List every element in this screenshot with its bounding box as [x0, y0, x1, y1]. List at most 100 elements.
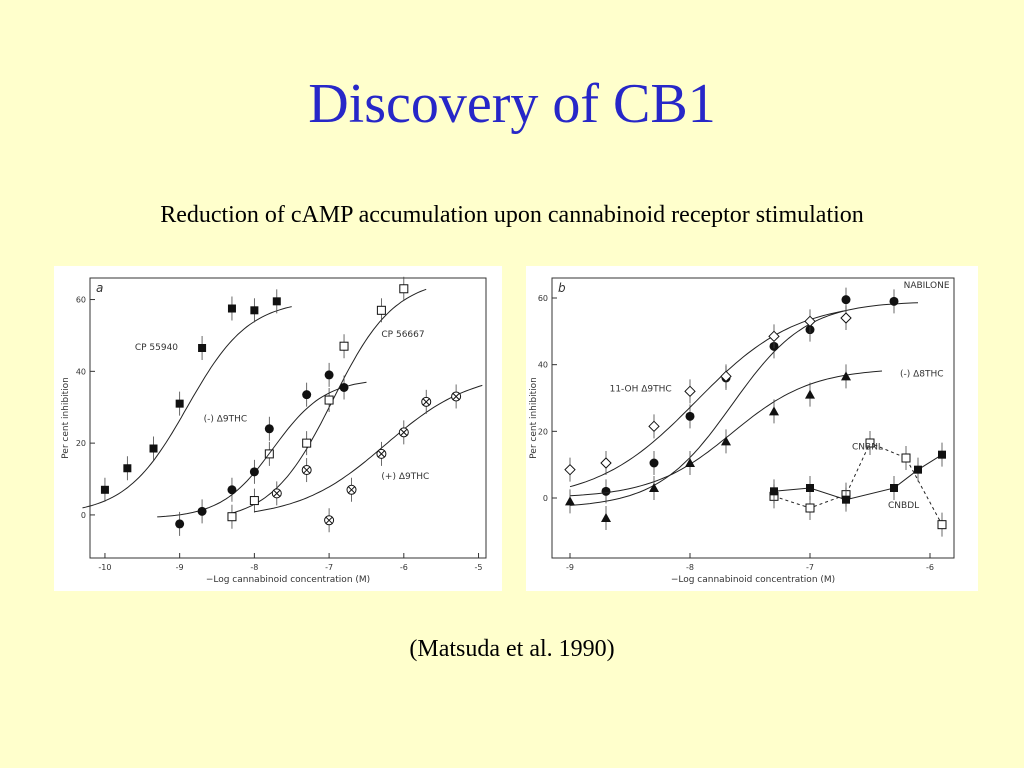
- data-point: [804, 315, 816, 328]
- data-point: [227, 304, 236, 313]
- x-axis-label: −Log cannabinoid concentration (M): [206, 575, 370, 585]
- data-point: [346, 484, 357, 495]
- data-point: [302, 390, 312, 400]
- data-point: [805, 503, 815, 513]
- data-point: [227, 512, 237, 522]
- x-tick-label: -5: [475, 563, 483, 572]
- data-point: [685, 458, 695, 467]
- x-tick-label: -7: [806, 563, 814, 572]
- data-point: [842, 495, 850, 504]
- fit-curve: [569, 302, 919, 506]
- plot-frame: [89, 277, 487, 559]
- data-point: [123, 464, 132, 473]
- series-11-oh-delta9thc: [564, 306, 852, 488]
- data-point: [100, 485, 109, 494]
- data-point: [721, 436, 731, 446]
- curve-label: CP 56667: [381, 330, 424, 340]
- data-point: [398, 427, 409, 438]
- series-nabilone: [569, 287, 919, 506]
- data-point: [806, 484, 814, 492]
- slide-subtitle: Reduction of cAMP accumulation upon cann…: [160, 202, 864, 228]
- x-tick-label: -6: [926, 563, 934, 572]
- data-point: [889, 296, 899, 306]
- figure-panel-a: a -10 -9 -8 -7 -6 -5 0 20 40 60 −Log cannabinoid co…: [54, 266, 502, 591]
- data-point: [937, 520, 947, 530]
- data-point: [865, 438, 875, 448]
- data-point: [302, 438, 312, 448]
- data-point: [175, 399, 184, 408]
- data-point: [685, 411, 695, 421]
- connecting-line: [773, 442, 943, 525]
- data-point: [324, 395, 334, 405]
- data-point: [339, 341, 349, 351]
- dose-response-chart-a: a -10 -9 -8 -7 -6 -5 0 20 40 60 −Log cannabinoid co…: [61, 276, 487, 585]
- data-point: [649, 458, 659, 468]
- dose-response-chart-b: b -9 -8 -7 -6 0 20 40 60 −Log cannabinoid concent…: [529, 277, 955, 585]
- x-axis-label: −Log cannabinoid concentration (M): [671, 575, 835, 585]
- panel-label: b: [558, 281, 566, 295]
- data-point: [841, 371, 851, 381]
- data-point: [376, 305, 386, 315]
- x-tick-label: -9: [176, 563, 184, 572]
- data-point: [901, 453, 911, 463]
- series-cp-56667: [227, 276, 427, 529]
- data-point: [840, 312, 852, 324]
- series-delta9thc: [157, 362, 367, 536]
- data-point: [684, 385, 696, 398]
- curve-label: CP 55940: [135, 343, 178, 353]
- curve-label: CNBNL: [852, 443, 883, 453]
- data-point: [421, 396, 432, 407]
- data-point: [324, 370, 334, 380]
- data-point: [601, 486, 611, 496]
- data-point: [890, 484, 898, 492]
- plot-frame: [551, 277, 955, 559]
- y-tick-label: 0: [81, 511, 86, 520]
- data-point: [271, 488, 282, 499]
- data-point: [770, 487, 778, 496]
- citation: (Matsuda et al. 1990): [409, 636, 615, 662]
- data-point: [805, 389, 815, 399]
- fit-curve: [254, 384, 483, 513]
- data-point: [914, 465, 922, 474]
- curve-label: (+) Δ9THC: [381, 472, 429, 482]
- y-tick-label: 40: [76, 367, 86, 376]
- series-cnbdl: [770, 442, 946, 512]
- data-point: [264, 424, 274, 434]
- data-point: [249, 467, 259, 477]
- y-tick-label: 60: [538, 294, 548, 303]
- x-tick-label: -8: [250, 563, 258, 572]
- fit-curve: [569, 310, 847, 488]
- panel-label: a: [96, 281, 103, 295]
- series-delta9thc: [254, 384, 483, 533]
- data-point: [451, 391, 462, 402]
- data-point: [175, 519, 185, 529]
- x-tick-label: -7: [325, 563, 333, 572]
- data-point: [149, 444, 158, 453]
- data-point: [339, 382, 349, 392]
- x-tick-label: -6: [400, 563, 408, 572]
- data-point: [600, 457, 612, 469]
- figure-panel-b: b -9 -8 -7 -6 0 20 40 60 −Log cannabinoid concent…: [526, 266, 978, 591]
- y-axis-label: Per cent inhibition: [61, 377, 71, 459]
- y-tick-label: 20: [538, 427, 548, 436]
- curve-label: NABILONE: [904, 281, 950, 291]
- x-tick-label: -8: [686, 563, 694, 572]
- data-point: [272, 297, 281, 306]
- data-point: [250, 306, 259, 315]
- data-point: [227, 485, 237, 495]
- data-point: [768, 330, 780, 343]
- data-point: [720, 370, 732, 383]
- data-point: [197, 506, 207, 516]
- series-delta8thc: [565, 364, 883, 530]
- curve-label: (-) Δ8THC: [900, 369, 944, 379]
- data-point: [564, 463, 576, 476]
- x-tick-label: -10: [98, 563, 111, 572]
- fit-curve: [157, 381, 367, 518]
- data-point: [301, 465, 312, 476]
- x-tick-label: -9: [566, 563, 574, 572]
- y-tick-label: 20: [76, 439, 86, 448]
- data-point: [324, 515, 335, 526]
- fit-curve: [82, 306, 292, 509]
- data-point: [249, 496, 259, 506]
- y-tick-label: 40: [538, 361, 548, 370]
